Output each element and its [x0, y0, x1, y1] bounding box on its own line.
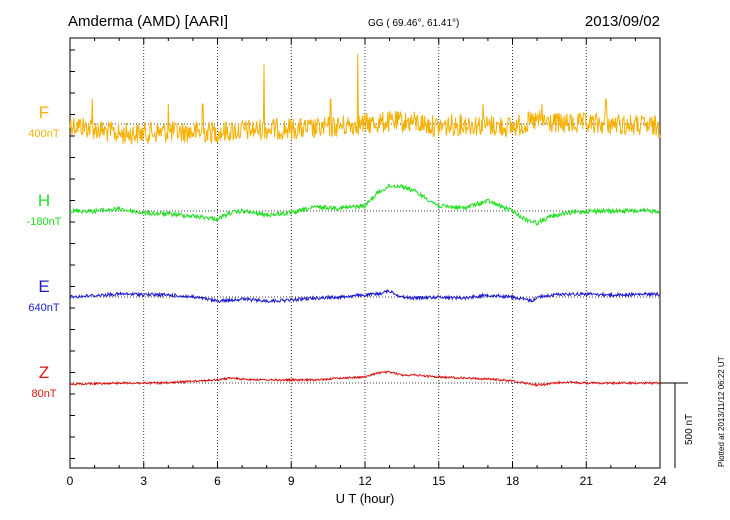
series-group: F 400nT H -180nT E 640nT Z 80nT: [27, 53, 661, 400]
series-line-h: [69, 183, 661, 226]
scale-bar-label: 500 nT: [684, 414, 695, 445]
x-tick-label: 12: [358, 474, 372, 488]
series-line-f: [69, 53, 661, 145]
series-baseline-e: 640nT: [28, 302, 59, 314]
date-label: 2013/09/02: [585, 13, 660, 30]
series-baseline-z: 80nT: [31, 388, 56, 400]
x-tick-label: 18: [506, 474, 520, 488]
grid-lines: [70, 38, 660, 468]
plot-frame: [69, 37, 661, 469]
series-baseline-f: 400nT: [28, 128, 59, 140]
x-axis-label: U T (hour): [336, 491, 395, 506]
x-tick-label: 15: [432, 474, 446, 488]
station-title: Amderma (AMD) [AARI]: [68, 13, 228, 30]
x-tick-label: 6: [214, 474, 221, 488]
x-tick-label: 21: [580, 474, 594, 488]
axis-ticks: 0 3 6 9 12 15 18 21 24: [67, 38, 667, 488]
series-name-f: F: [39, 103, 49, 122]
series-baseline-h: -180nT: [27, 216, 62, 228]
series-name-h: H: [38, 191, 50, 210]
series-name-z: Z: [39, 363, 49, 382]
x-tick-label: 3: [140, 474, 147, 488]
series-line-e: [69, 289, 661, 304]
series-name-e: E: [38, 277, 49, 296]
x-tick-label: 0: [67, 474, 74, 488]
x-tick-label: 9: [288, 474, 295, 488]
series-line-z: [69, 370, 661, 387]
x-tick-label: 24: [653, 474, 667, 488]
coords-label: GG ( 69.46°, 61.41°): [368, 18, 459, 29]
plotted-at-note: Plotted at 2013/11/12 06:22 UT: [717, 356, 726, 467]
